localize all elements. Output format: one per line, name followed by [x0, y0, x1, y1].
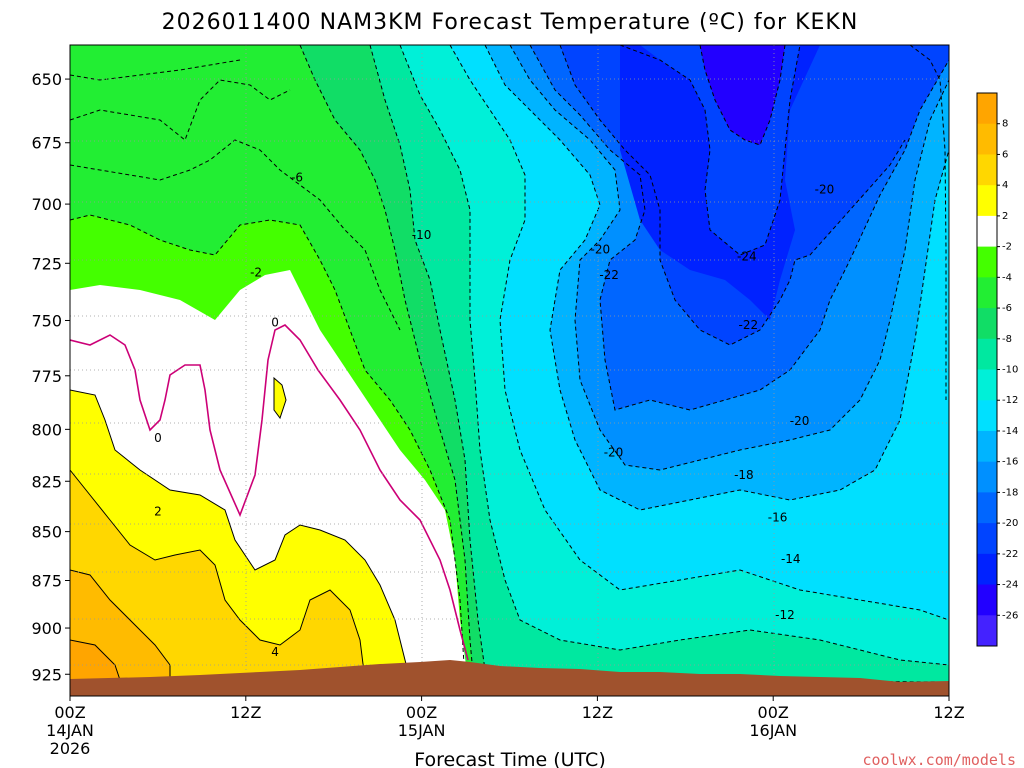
y-tick-label: 650	[31, 70, 62, 89]
contour-label: -24	[737, 249, 757, 263]
contour-labels: -6-20024-10-20-22-24-22-20-20-20-18-16-1…	[154, 170, 834, 659]
y-tick-label: 875	[31, 572, 62, 591]
colorbar-label: 4	[1002, 180, 1008, 191]
terrain	[70, 660, 949, 696]
freezing-line	[70, 324, 469, 661]
band-minus-26	[700, 45, 785, 145]
colorbar-swatch	[977, 430, 997, 463]
colorbar-swatch	[977, 369, 997, 401]
colorbar-label: 6	[1002, 149, 1008, 160]
colorbar-swatch	[977, 400, 997, 432]
plot-area: -6-20024-10-20-22-24-22-20-20-20-18-16-1…	[70, 45, 949, 696]
contour-label: -22	[738, 318, 758, 332]
x-axis-label: Forecast Time (UTC)	[414, 749, 605, 768]
colorbar-swatch	[977, 185, 997, 217]
contour-label: -16	[768, 511, 788, 525]
y-axis: 650 675 700 725 750 775 800 825 850 875 900 925	[31, 70, 70, 684]
band-plus-8	[70, 640, 120, 680]
band-minus-12	[400, 45, 949, 696]
contour-label: -20	[604, 445, 624, 459]
colorbar-swatch	[977, 461, 997, 493]
colorbar-label: -24	[1002, 580, 1018, 591]
colorbar-label: -20	[1002, 518, 1018, 529]
y-tick-label: 925	[31, 665, 62, 684]
contour-lines-negative	[70, 45, 949, 696]
y-tick-label: 800	[31, 420, 62, 439]
colorbar-label: -22	[1002, 549, 1018, 560]
colorbar-swatch	[977, 154, 997, 186]
x-tick-label: 00Z	[758, 703, 789, 722]
colorbar-swatch	[977, 553, 997, 586]
grid	[70, 45, 949, 696]
band-minus-24	[620, 45, 820, 320]
colorbar-label: 2	[1002, 211, 1008, 222]
y-tick-label: 675	[31, 134, 62, 153]
colorbar-label: -8	[1002, 334, 1012, 345]
colorbar-label: -16	[1002, 457, 1018, 468]
colorbar-swatch	[977, 523, 997, 555]
contour-label: 4	[271, 645, 279, 659]
contour-label: -2	[250, 266, 262, 280]
y-tick-label: 725	[31, 254, 62, 273]
colorbar-swatch	[977, 584, 997, 616]
colorbar-label: 8	[1002, 119, 1008, 130]
y-tick-label: 825	[31, 472, 62, 491]
colorbar-label: -10	[1002, 365, 1018, 376]
colorbar-swatch	[977, 93, 997, 125]
contour-label: -20	[815, 183, 835, 197]
plot-frame	[69, 44, 950, 697]
x-tick-label: 00Z	[406, 703, 437, 722]
colorbar-swatch	[977, 338, 997, 370]
colorbar-swatch	[977, 123, 997, 155]
x-tick-year: 2026	[50, 739, 91, 758]
colorbar: 8 6 4 2 -2 -4 -6 -8 -10 -12 -14 -16 -18 -20 -22 -24 -26	[976, 92, 1018, 647]
x-tick-label: 12Z	[582, 703, 613, 722]
y-tick-label: 775	[31, 367, 62, 386]
x-tick-date: 14JAN	[46, 721, 94, 740]
colorbar-label: -2	[1002, 242, 1012, 253]
x-tick-label: 12Z	[933, 703, 964, 722]
colorbar-label: -26	[1002, 610, 1018, 621]
y-tick-label: 750	[31, 311, 62, 330]
band-minus-10	[370, 45, 949, 696]
y-tick-label: 850	[31, 523, 62, 542]
contour-label: -12	[775, 608, 795, 622]
colorbar-label: -6	[1002, 303, 1012, 314]
contour-label: -6	[291, 170, 303, 184]
x-tick-date: 15JAN	[398, 721, 446, 740]
contour-label: -22	[599, 268, 619, 282]
y-tick-label: 900	[31, 619, 62, 638]
colorbar-label: -18	[1002, 487, 1018, 498]
colorbar-label: -4	[1002, 272, 1012, 283]
x-tick-label: 12Z	[230, 703, 261, 722]
x-tick-date: 16JAN	[749, 721, 797, 740]
colorbar-swatch	[977, 246, 997, 278]
colorbar-swatch	[977, 615, 997, 647]
contour-label: 2	[154, 505, 162, 519]
contour-label: -20	[591, 242, 611, 256]
x-tick-label: 00Z	[54, 703, 85, 722]
contour-lines-positive	[70, 376, 411, 681]
credit-link[interactable]: coolwx.com/models	[862, 751, 1016, 768]
colorbar-swatch	[977, 308, 997, 340]
colorbar-swatch	[977, 215, 997, 248]
band-minus-8	[300, 45, 949, 696]
contour-label: -14	[781, 552, 801, 566]
colorbar-swatch	[977, 492, 997, 524]
chart-title: 2026011400 NAM3KM Forecast Temperature (…	[162, 10, 859, 35]
contour-label: -18	[734, 468, 754, 482]
contour-label: 0	[154, 431, 162, 445]
y-tick-label: 700	[31, 195, 62, 214]
contour-label: 0	[271, 316, 279, 330]
band-minus-14	[450, 45, 949, 696]
colorbar-swatch	[977, 277, 997, 309]
contour-label: -20	[790, 414, 810, 428]
colorbar-label: -12	[1002, 395, 1018, 406]
colorbar-label: -14	[1002, 426, 1018, 437]
contour-label: -10	[412, 228, 432, 242]
